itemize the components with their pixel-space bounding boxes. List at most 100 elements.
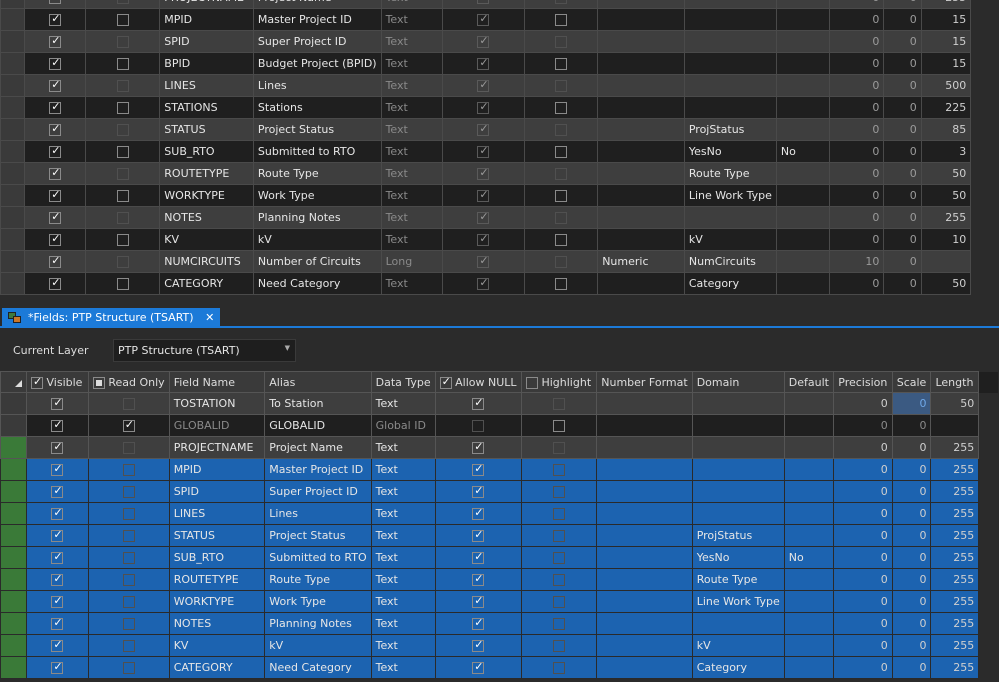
length-cell[interactable]: 255 — [930, 612, 980, 635]
allow-null-checkbox-cell[interactable] — [441, 0, 526, 9]
number-format-cell[interactable] — [596, 656, 693, 679]
data-type-cell[interactable]: Long — [380, 250, 443, 273]
data-type-cell[interactable]: Text — [370, 436, 436, 459]
number-format-cell[interactable] — [597, 8, 685, 31]
length-cell[interactable]: 3 — [920, 140, 972, 163]
field-name-cell[interactable]: CATEGORY — [159, 272, 254, 295]
alias-cell[interactable]: Need Category — [264, 656, 372, 679]
alias-cell[interactable]: Project Name — [252, 0, 382, 9]
column-header-default[interactable]: Default — [783, 371, 835, 393]
visible-checkbox-cell[interactable] — [26, 414, 89, 437]
domain-cell[interactable] — [683, 8, 777, 31]
precision-cell[interactable]: 0 — [833, 634, 893, 657]
visible-checkbox[interactable] — [49, 232, 62, 246]
length-cell[interactable] — [920, 250, 972, 273]
read-only-checkbox[interactable] — [122, 464, 135, 476]
data-type-cell[interactable]: Text — [370, 480, 436, 503]
alias-cell[interactable]: Project Status — [252, 118, 382, 141]
column-header-number-format[interactable]: Number Format — [596, 371, 693, 393]
precision-cell[interactable]: 0 — [828, 140, 885, 163]
precision-cell[interactable]: 0 — [833, 590, 893, 613]
highlight-checkbox[interactable] — [553, 552, 566, 564]
scale-cell[interactable]: 0 — [883, 118, 922, 141]
row-header[interactable] — [0, 612, 27, 635]
highlight-checkbox-cell[interactable] — [524, 96, 599, 119]
scale-cell[interactable]: 0 — [883, 74, 922, 97]
visible-checkbox-cell[interactable] — [24, 206, 87, 229]
default-cell[interactable] — [783, 502, 835, 525]
domain-cell[interactable] — [683, 0, 777, 9]
alias-cell[interactable]: kV — [252, 228, 382, 251]
visible-checkbox[interactable] — [51, 616, 64, 630]
read-only-checkbox-cell[interactable] — [87, 546, 170, 569]
visible-checkbox-cell[interactable] — [26, 524, 89, 547]
column-header-scale[interactable]: Scale — [891, 371, 932, 393]
field-name-cell[interactable]: SPID — [168, 480, 266, 503]
length-cell[interactable]: 255 — [930, 524, 980, 547]
allow-null-checkbox-cell[interactable] — [434, 458, 522, 481]
length-cell[interactable]: 50 — [920, 184, 972, 207]
tab-fields-view[interactable]: *Fields: PTP Structure (TSART) ✕ — [2, 308, 221, 328]
scale-cell[interactable]: 0 — [883, 8, 922, 31]
allow-null-checkbox-cell[interactable] — [441, 74, 526, 97]
row-header[interactable] — [0, 0, 26, 9]
precision-cell[interactable]: 0 — [828, 162, 885, 185]
visible-checkbox[interactable] — [51, 572, 64, 586]
data-type-cell[interactable]: Text — [380, 52, 443, 75]
header-checkbox-allow-null[interactable] — [439, 375, 452, 389]
allow-null-checkbox[interactable] — [472, 484, 485, 498]
domain-cell[interactable] — [691, 392, 785, 415]
read-only-checkbox-cell[interactable] — [85, 30, 161, 53]
allow-null-checkbox[interactable] — [477, 254, 490, 268]
field-name-cell[interactable]: STATUS — [159, 118, 254, 141]
read-only-checkbox[interactable] — [116, 256, 129, 268]
highlight-checkbox-cell[interactable] — [524, 250, 599, 273]
row-header[interactable] — [0, 30, 26, 53]
scale-cell[interactable]: 0 — [891, 634, 932, 657]
visible-checkbox[interactable] — [49, 100, 62, 114]
default-cell[interactable] — [775, 74, 830, 97]
read-only-checkbox[interactable] — [116, 212, 129, 224]
number-format-cell[interactable] — [596, 436, 693, 459]
allow-null-checkbox[interactable] — [477, 188, 490, 202]
precision-cell[interactable]: 0 — [833, 568, 893, 591]
number-format-cell[interactable] — [597, 272, 685, 295]
length-cell[interactable]: 10 — [920, 228, 972, 251]
read-only-checkbox-cell[interactable] — [87, 524, 170, 547]
read-only-checkbox[interactable] — [122, 662, 135, 674]
precision-cell[interactable]: 0 — [828, 0, 885, 9]
row-header[interactable] — [0, 272, 26, 295]
row-header[interactable] — [0, 524, 27, 547]
alias-cell[interactable]: Planning Notes — [264, 612, 372, 635]
default-cell[interactable] — [775, 162, 830, 185]
visible-checkbox-cell[interactable] — [26, 392, 89, 415]
data-type-cell[interactable]: Text — [380, 162, 443, 185]
domain-cell[interactable]: Route Type — [691, 568, 785, 591]
data-type-cell[interactable]: Text — [380, 140, 443, 163]
allow-null-checkbox[interactable] — [472, 638, 485, 652]
allow-null-checkbox-cell[interactable] — [434, 436, 522, 459]
scale-cell[interactable]: 0 — [891, 656, 932, 679]
row-header[interactable] — [0, 228, 26, 251]
length-cell[interactable]: 225 — [920, 96, 972, 119]
highlight-checkbox-cell[interactable] — [524, 0, 599, 9]
domain-cell[interactable] — [683, 74, 777, 97]
highlight-checkbox-cell[interactable] — [520, 436, 598, 459]
highlight-checkbox[interactable] — [553, 596, 566, 608]
read-only-checkbox-cell[interactable] — [87, 612, 170, 635]
visible-checkbox-cell[interactable] — [26, 656, 89, 679]
number-format-cell[interactable] — [597, 118, 685, 141]
highlight-checkbox-cell[interactable] — [520, 656, 598, 679]
visible-checkbox-cell[interactable] — [26, 546, 89, 569]
allow-null-checkbox[interactable] — [472, 462, 485, 476]
alias-cell[interactable]: Super Project ID — [264, 480, 372, 503]
visible-checkbox[interactable] — [49, 166, 62, 180]
domain-cell[interactable] — [683, 30, 777, 53]
read-only-checkbox[interactable] — [122, 442, 135, 454]
highlight-checkbox-cell[interactable] — [520, 590, 598, 613]
allow-null-checkbox-cell[interactable] — [434, 480, 522, 503]
highlight-checkbox[interactable] — [555, 256, 568, 268]
domain-cell[interactable]: YesNo — [691, 546, 785, 569]
visible-checkbox[interactable] — [49, 144, 62, 158]
